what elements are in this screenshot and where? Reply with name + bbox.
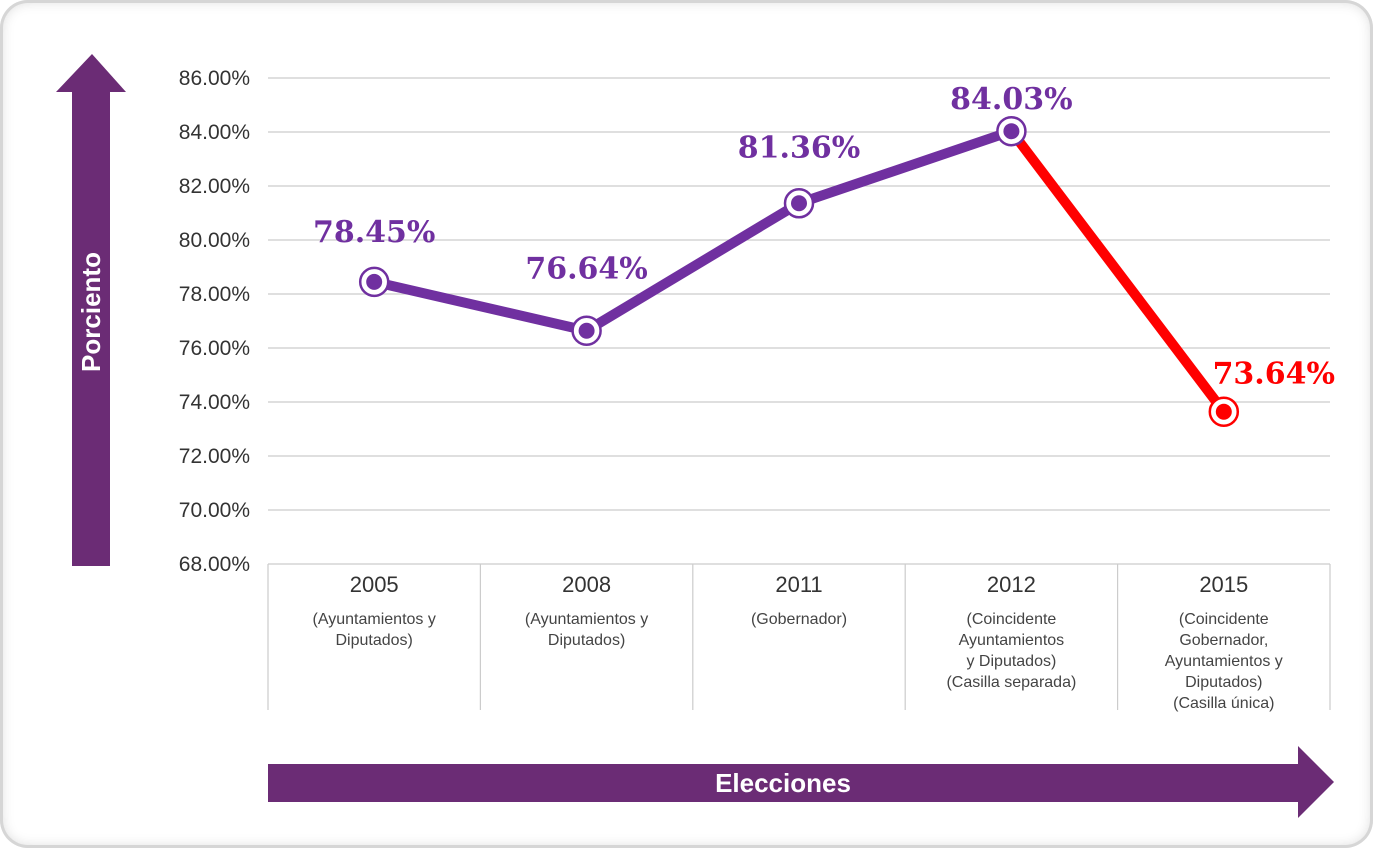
y-tick-label: 74.00% (179, 391, 250, 414)
category-year-label: 2015 (1199, 572, 1248, 597)
category-description-line: (Casilla única) (1173, 695, 1274, 712)
category-description-line: (Ayuntamientos y (313, 611, 436, 628)
y-axis-title: Porciento (76, 252, 106, 372)
y-tick-label: 86.00% (179, 67, 250, 90)
data-point (1003, 123, 1020, 140)
category-description-line: (Casilla separada) (946, 674, 1076, 691)
data-labels: 78.45% 76.64% 81.36% 84.03% 73.64% (313, 82, 1335, 392)
y-axis-tick-labels: 86.00% 84.00% 82.00% 80.00% 78.00% 76.00% 74.0… (179, 67, 250, 576)
category-description-line: Ayuntamientos (959, 632, 1065, 649)
data-point (366, 273, 383, 290)
y-tick-label: 76.00% (179, 337, 250, 360)
category-description-line: y Diputados) (966, 653, 1056, 670)
category-description-line: Diputados) (548, 632, 625, 649)
series-segment (581, 198, 804, 336)
data-point (1215, 403, 1232, 420)
series-segment (1006, 126, 1229, 417)
series-points (358, 115, 1240, 427)
category-table: 2005 (Ayuntamientos y Diputados) 2008 (Ayunt… (267, 564, 1331, 712)
category-description-line: (Coincidente (1179, 611, 1269, 628)
category-year-label: 2011 (775, 572, 822, 597)
series-segment (369, 276, 592, 336)
y-tick-label: 70.00% (179, 499, 250, 522)
axis-arrows: Porciento Elecciones (56, 54, 1334, 818)
gridlines (268, 77, 1330, 565)
y-tick-label: 80.00% (179, 229, 250, 252)
category-description-line: Gobernador, (1179, 632, 1268, 649)
category-description-line: Ayuntamientos y (1165, 653, 1283, 670)
x-axis-arrow (268, 746, 1334, 818)
y-tick-label: 78.00% (179, 283, 250, 306)
series-segment (794, 126, 1017, 209)
category-description-line: (Gobernador) (751, 611, 847, 628)
data-label: 76.64% (525, 252, 647, 287)
category-description-line: Diputados) (1185, 674, 1262, 691)
category-description-line: (Coincidente (966, 611, 1056, 628)
series-lines (369, 126, 1229, 417)
category-description-line: Diputados) (336, 632, 413, 649)
category-year-label: 2008 (562, 572, 611, 597)
category-year-label: 2012 (987, 572, 1036, 597)
y-tick-label: 84.00% (179, 121, 250, 144)
y-axis-arrow (56, 54, 126, 566)
x-axis-title: Elecciones (715, 768, 851, 798)
y-tick-label: 82.00% (179, 175, 250, 198)
data-label: 84.03% (950, 82, 1072, 117)
y-tick-label: 68.00% (179, 553, 250, 576)
data-label: 73.64% (1213, 357, 1335, 392)
category-year-label: 2005 (350, 572, 399, 597)
data-point (578, 322, 595, 339)
category-description-line: (Ayuntamientos y (525, 611, 648, 628)
data-label: 81.36% (738, 130, 860, 165)
data-point (791, 195, 807, 212)
data-label: 78.45% (313, 215, 435, 250)
y-tick-label: 72.00% (179, 445, 250, 468)
